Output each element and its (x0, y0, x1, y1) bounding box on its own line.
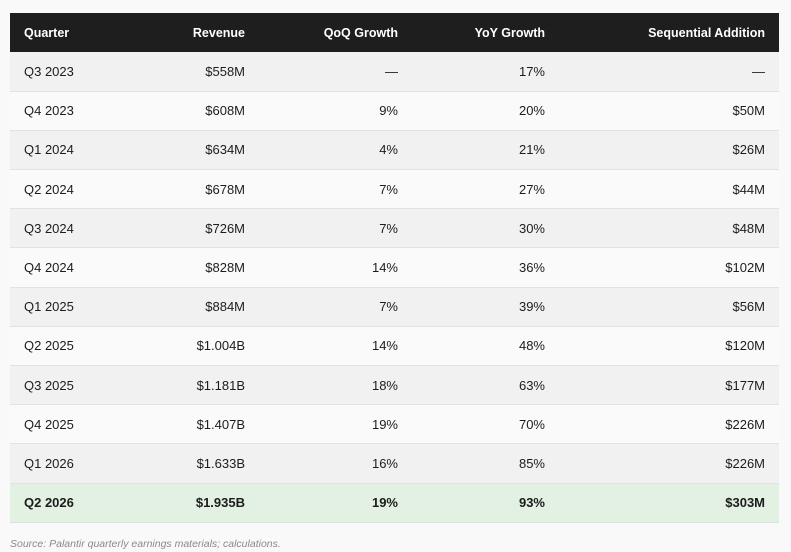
sequential-addition-cell: $120M (725, 338, 765, 354)
revenue-cell: $558M (205, 63, 245, 79)
quarter-cell: Q3 2024 (24, 220, 74, 236)
sequential-addition-cell: $26M (732, 142, 765, 158)
table-row: Q1 2025 $884M 7% 39% $56M (10, 287, 779, 327)
revenue-cell: $1.633B (196, 455, 245, 471)
table-row: Q4 2023 $608M 9% 20% $50M (10, 91, 779, 131)
revenue-cell: $634M (205, 142, 245, 158)
table-body: Q3 2023 $558M — 17% — Q4 2023 $608M 9% 20% $50M Q1… (10, 52, 779, 523)
yoy-growth-cell: 30% (518, 220, 545, 236)
revenue-cell: $1.407B (196, 416, 245, 432)
qoq-growth-cell: 7% (379, 220, 398, 236)
revenue-cell: $884M (205, 299, 245, 315)
table-row-highlighted: Q2 2026 $1.935B 19% 93% $303M (10, 483, 779, 523)
sequential-addition-cell: $44M (732, 181, 765, 197)
sequential-addition-cell: $303M (725, 495, 765, 511)
table-row: Q3 2024 $726M 7% 30% $48M (10, 208, 779, 248)
table-row: Q1 2024 $634M 4% 21% $26M (10, 130, 779, 170)
table-row: Q4 2025 $1.407B 19% 70% $226M (10, 404, 779, 444)
revenue-cell: $726M (205, 220, 245, 236)
source-note: Source: Palantir quarterly earnings mate… (10, 538, 281, 550)
qoq-growth-cell: 19% (371, 495, 398, 511)
yoy-growth-cell: 48% (518, 338, 545, 354)
sequential-addition-cell: $50M (732, 103, 765, 119)
qoq-growth-cell: 14% (371, 338, 398, 354)
quarter-cell: Q1 2024 (24, 142, 74, 158)
yoy-growth-cell: 85% (518, 455, 545, 471)
revenue-cell: $1.181B (196, 377, 245, 393)
table-row: Q3 2023 $558M — 17% — (10, 52, 779, 92)
yoy-growth-cell: 93% (518, 495, 545, 511)
sequential-addition-cell: $102M (725, 260, 765, 276)
revenue-table: Quarter Revenue QoQ Growth YoY Growth Se… (10, 13, 779, 523)
table-row: Q1 2026 $1.633B 16% 85% $226M (10, 443, 779, 484)
yoy-growth-cell: 39% (518, 299, 545, 315)
sequential-addition-cell: $48M (732, 220, 765, 236)
revenue-cell: $608M (205, 103, 245, 119)
revenue-cell: $678M (205, 181, 245, 197)
revenue-cell: $1.004B (196, 338, 245, 354)
header-sequential-addition: Sequential Addition (648, 25, 765, 40)
header-quarter: Quarter (24, 25, 70, 40)
sequential-addition-cell: $226M (725, 416, 765, 432)
qoq-growth-cell: 18% (371, 377, 398, 393)
yoy-growth-cell: 17% (518, 63, 545, 79)
yoy-growth-cell: 20% (518, 103, 545, 119)
table-row: Q4 2024 $828M 14% 36% $102M (10, 247, 779, 288)
quarter-cell: Q2 2024 (24, 181, 74, 197)
yoy-growth-cell: 36% (518, 260, 545, 276)
sequential-addition-cell: $177M (725, 377, 765, 393)
sequential-addition-cell: — (752, 63, 765, 79)
quarter-cell: Q4 2023 (24, 103, 74, 119)
yoy-growth-cell: 27% (518, 181, 545, 197)
qoq-growth-cell: 4% (379, 142, 398, 158)
yoy-growth-cell: 21% (518, 142, 545, 158)
qoq-growth-cell: — (385, 63, 398, 79)
header-qoq-growth: QoQ Growth (323, 25, 398, 40)
yoy-growth-cell: 63% (518, 377, 545, 393)
table-header-row: Quarter Revenue QoQ Growth YoY Growth Se… (10, 13, 779, 52)
sequential-addition-cell: $56M (732, 299, 765, 315)
qoq-growth-cell: 7% (379, 181, 398, 197)
quarter-cell: Q4 2024 (24, 260, 74, 276)
revenue-cell: $1.935B (195, 495, 245, 511)
quarter-cell: Q2 2026 (24, 495, 74, 511)
table-row: Q3 2025 $1.181B 18% 63% $177M (10, 365, 779, 405)
header-revenue: Revenue (192, 25, 245, 40)
table-row: Q2 2025 $1.004B 14% 48% $120M (10, 326, 779, 366)
qoq-growth-cell: 7% (379, 299, 398, 315)
qoq-growth-cell: 19% (371, 416, 398, 432)
quarter-cell: Q1 2025 (24, 299, 74, 315)
quarter-cell: Q3 2025 (24, 377, 74, 393)
quarter-cell: Q4 2025 (24, 416, 74, 432)
qoq-growth-cell: 9% (379, 103, 398, 119)
sequential-addition-cell: $226M (725, 455, 765, 471)
quarter-cell: Q1 2026 (24, 455, 74, 471)
quarter-cell: Q2 2025 (24, 338, 74, 354)
qoq-growth-cell: 14% (371, 260, 398, 276)
qoq-growth-cell: 16% (371, 455, 398, 471)
table-row: Q2 2024 $678M 7% 27% $44M (10, 169, 779, 209)
revenue-cell: $828M (205, 260, 245, 276)
quarter-cell: Q3 2023 (24, 63, 74, 79)
header-yoy-growth: YoY Growth (474, 25, 545, 40)
yoy-growth-cell: 70% (518, 416, 545, 432)
